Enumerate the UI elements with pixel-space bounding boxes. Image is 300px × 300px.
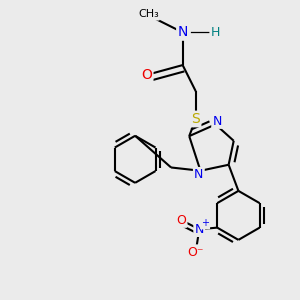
Text: H: H (211, 26, 220, 39)
Text: CH₃: CH₃ (138, 10, 159, 20)
Text: N: N (178, 26, 188, 39)
Text: +: + (201, 218, 209, 228)
Text: O: O (176, 214, 186, 226)
Text: O⁻: O⁻ (188, 246, 204, 259)
Text: N: N (212, 115, 222, 128)
Text: N: N (194, 168, 203, 181)
Text: O: O (141, 68, 152, 82)
Text: N: N (195, 223, 204, 236)
Text: S: S (191, 112, 200, 126)
